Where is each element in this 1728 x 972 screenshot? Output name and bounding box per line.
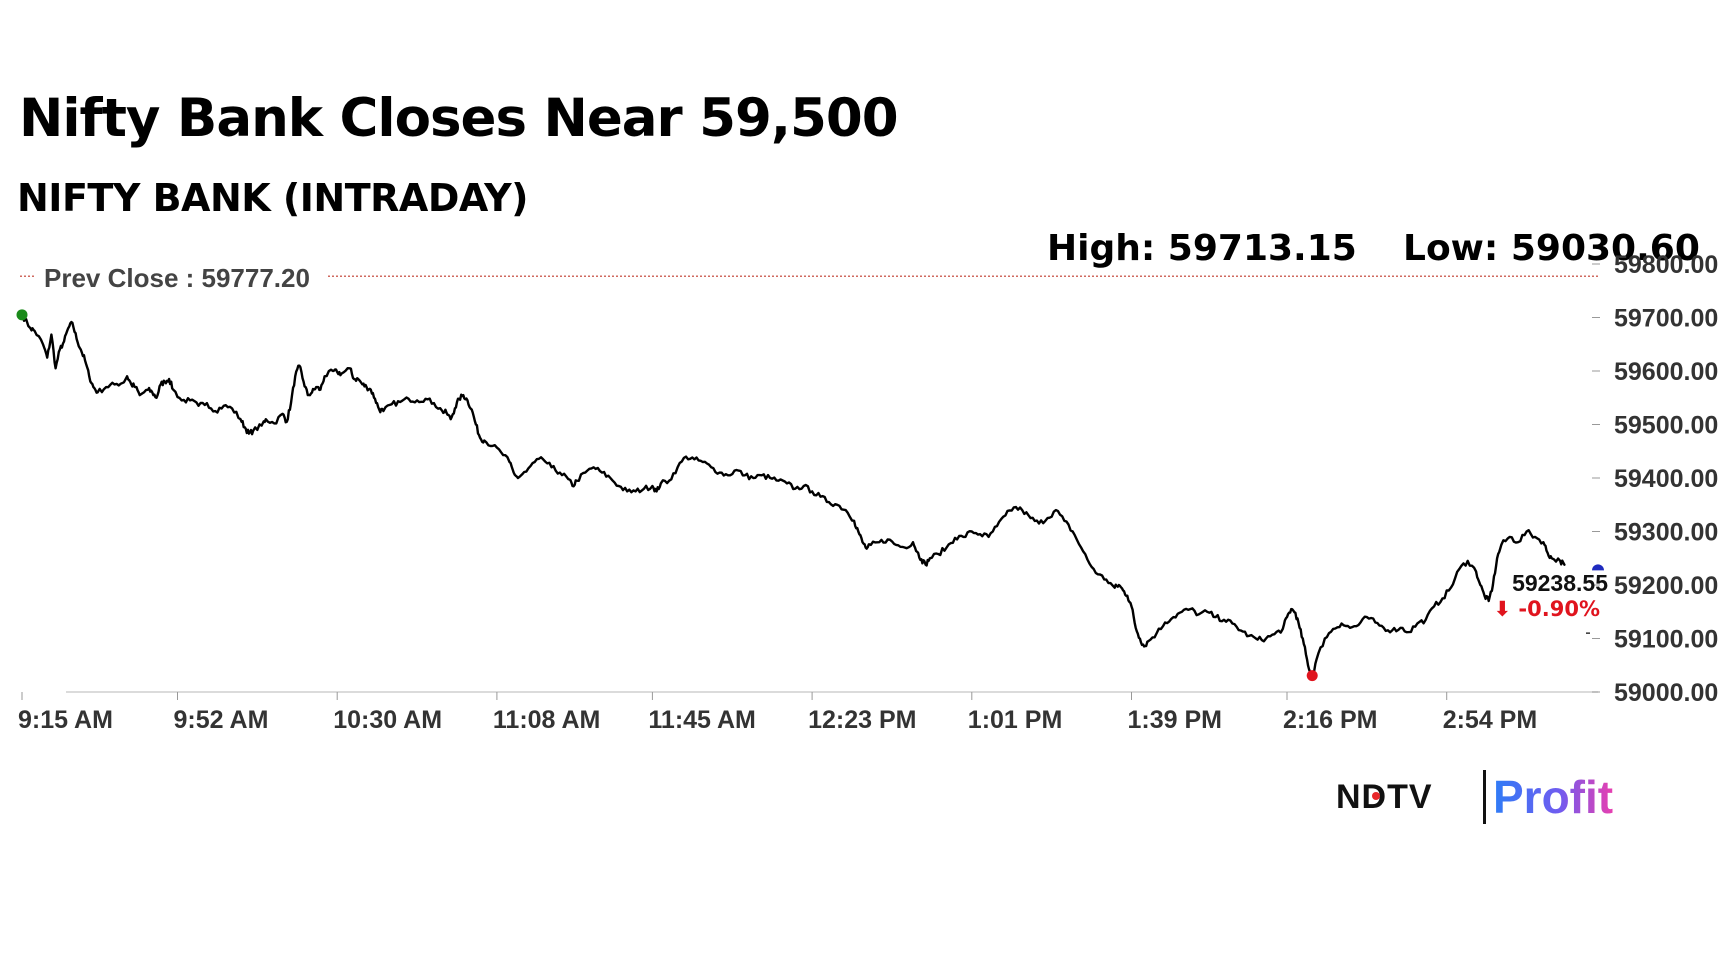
y-axis: 59800.00 59700.00 59600.00 59500.00 59400.00… [1592, 251, 1718, 707]
y-tick-label: 59600.00 [1614, 358, 1718, 386]
y-tick-label: 59300.00 [1614, 519, 1718, 547]
last-price-label: 59238.55 [1512, 570, 1608, 596]
x-tick-label: 2:16 PM [1283, 706, 1377, 734]
low-stat: Low: 59030.60 [1403, 228, 1700, 269]
y-tick-label: 59700.00 [1614, 305, 1718, 333]
y-tick-label: 59200.00 [1614, 572, 1718, 600]
ndtv-dot-icon [1372, 792, 1380, 800]
x-tick-label: 11:08 AM [493, 706, 600, 734]
y-tick-label: 59500.00 [1614, 412, 1718, 440]
open-marker [16, 309, 28, 321]
day-low-marker [1306, 670, 1318, 682]
ndtv-wordmark: NDTV [1336, 778, 1433, 816]
x-tick-label: 10:30 AM [333, 706, 442, 734]
prev-close-label-bg [34, 258, 328, 292]
x-tick-label: 9:52 AM [173, 706, 268, 734]
x-tick-label: 9:15 AM [18, 706, 113, 734]
logo-divider [1483, 770, 1486, 824]
y-tick-label: 59800.00 [1614, 251, 1718, 279]
x-tick-label: 12:23 PM [808, 706, 916, 734]
high-stat: High: 59713.15 [1047, 228, 1357, 269]
y-tick-label: 59400.00 [1614, 465, 1718, 493]
x-tick-label: 1:39 PM [1128, 706, 1222, 734]
last-value-marker [1592, 564, 1604, 571]
profit-wordmark: Profit [1493, 771, 1614, 823]
page-title: Nifty Bank Closes Near 59,500 [19, 88, 899, 149]
price-line [20, 313, 1566, 678]
x-axis: 9:15 AM 9:52 AM 10:30 AM 11:08 AM 11:45 AM 12… [18, 692, 1537, 734]
chart-subtitle: NIFTY BANK (INTRADAY) [17, 176, 529, 220]
x-tick-label: 2:54 PM [1443, 706, 1537, 734]
chart-markers [16, 309, 1604, 682]
change-percent-label: ⬇ -0.90% [1494, 597, 1600, 621]
prev-close-label: Prev Close : 59777.20 [44, 263, 310, 293]
y-tick-label: 59000.00 [1614, 679, 1718, 707]
y-tick-label: 59100.00 [1614, 626, 1718, 654]
x-tick-label: 11:45 AM [648, 706, 755, 734]
x-tick-label: 1:01 PM [968, 706, 1062, 734]
